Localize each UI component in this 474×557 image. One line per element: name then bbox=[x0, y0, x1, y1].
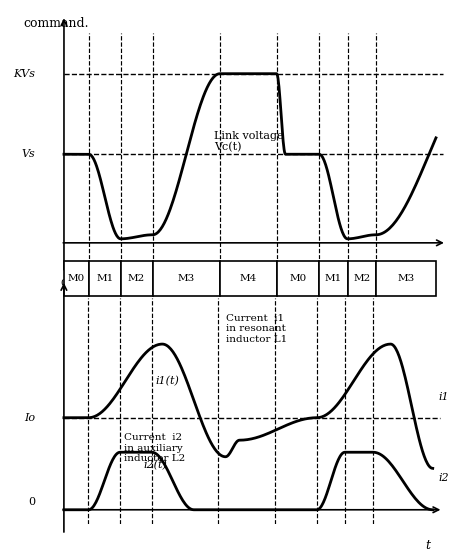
Text: i2(t): i2(t) bbox=[144, 460, 167, 470]
Text: i2: i2 bbox=[438, 473, 448, 483]
Bar bbox=[220, 261, 277, 296]
Text: M4: M4 bbox=[240, 274, 257, 283]
Text: Io: Io bbox=[24, 413, 35, 423]
Text: i1: i1 bbox=[438, 392, 448, 402]
Text: M3: M3 bbox=[397, 274, 415, 283]
Text: Link voltage
Vc(t): Link voltage Vc(t) bbox=[214, 131, 284, 153]
Text: Current  i2
in auxiliary
inductor L2: Current i2 in auxiliary inductor L2 bbox=[124, 433, 185, 463]
Text: KVs: KVs bbox=[13, 69, 35, 79]
Bar bbox=[153, 261, 220, 296]
Text: command.: command. bbox=[24, 17, 89, 30]
Bar bbox=[89, 261, 121, 296]
Text: t: t bbox=[426, 279, 430, 292]
Bar bbox=[319, 261, 347, 296]
Text: M0: M0 bbox=[68, 274, 85, 283]
Text: t: t bbox=[426, 539, 431, 553]
Text: M2: M2 bbox=[353, 274, 370, 283]
Text: T1: T1 bbox=[114, 279, 128, 289]
Text: T4: T4 bbox=[270, 279, 283, 289]
Text: T3: T3 bbox=[213, 279, 227, 289]
Text: M3: M3 bbox=[178, 274, 195, 283]
Text: T2: T2 bbox=[146, 279, 159, 289]
Bar bbox=[347, 261, 376, 296]
Bar bbox=[64, 261, 89, 296]
Text: Current  i1
in resonant
inductor L1: Current i1 in resonant inductor L1 bbox=[226, 314, 287, 344]
Text: 0: 0 bbox=[61, 279, 67, 289]
Bar bbox=[277, 261, 319, 296]
Text: 0: 0 bbox=[28, 497, 35, 507]
Text: M2: M2 bbox=[128, 274, 145, 283]
Text: M1: M1 bbox=[325, 274, 342, 283]
Text: M0: M0 bbox=[289, 274, 307, 283]
Text: M1: M1 bbox=[96, 274, 113, 283]
Bar bbox=[376, 261, 436, 296]
Text: Vs: Vs bbox=[21, 149, 35, 159]
Text: i1(t): i1(t) bbox=[155, 377, 179, 387]
Text: T0: T0 bbox=[82, 279, 96, 289]
Bar bbox=[121, 261, 153, 296]
